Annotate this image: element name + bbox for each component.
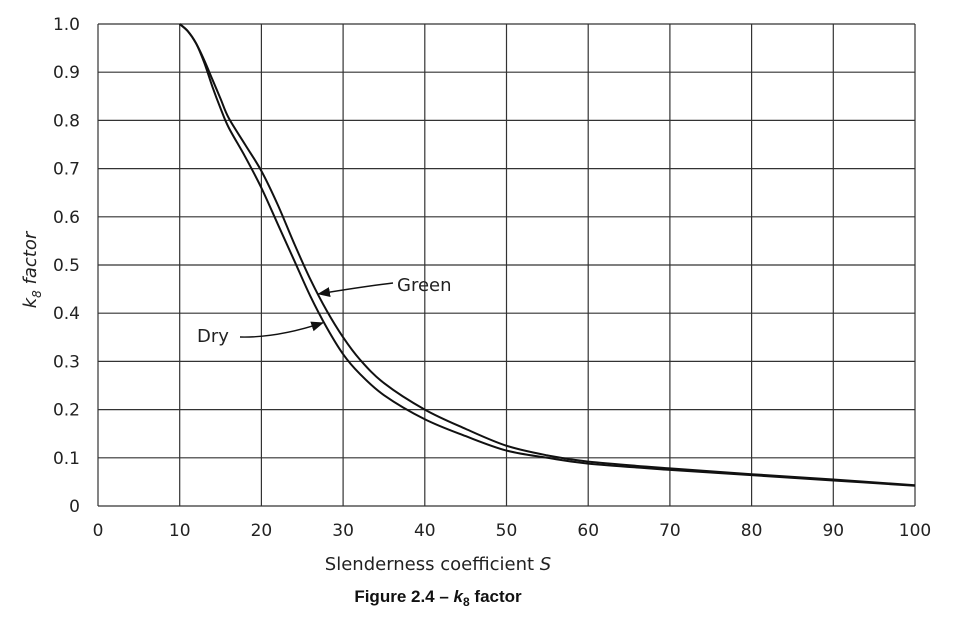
x-tick-label: 30 [332, 521, 354, 541]
caption-suffix: factor [470, 587, 522, 606]
y-axis-title-sub: 8 [30, 290, 44, 298]
x-tick-label: 40 [414, 521, 436, 541]
y-axis-title-text: factor [20, 230, 41, 290]
series-lines [179, 23, 916, 487]
x-tick-label: 20 [251, 521, 273, 541]
y-tick-label: 0.8 [53, 111, 80, 131]
caption-prefix: Figure 2.4 – [354, 587, 453, 606]
y-tick-label: 0.7 [53, 160, 80, 180]
y-tick-label: 0 [69, 497, 80, 517]
x-tick-label: 90 [822, 521, 844, 541]
y-tick-label: 0.4 [53, 304, 80, 324]
annotation-label-dry: Dry [197, 326, 229, 347]
x-tick-label: 50 [496, 521, 518, 541]
series-line-green [179, 23, 916, 487]
y-tick-label: 0.1 [53, 449, 80, 469]
y-tick-label: 0.2 [53, 401, 80, 421]
annotation-leader-dry [239, 321, 324, 338]
y-tick-label: 1.0 [53, 15, 80, 35]
caption-k: k [454, 587, 465, 606]
x-tick-label: 80 [741, 521, 763, 541]
x-tick-label: 100 [899, 521, 931, 541]
y-axis-title-k: k [20, 296, 41, 308]
y-tick-label: 0.5 [53, 256, 80, 276]
annotations: Green Dry [197, 275, 452, 347]
y-tick-label: 0.9 [53, 63, 80, 83]
x-tick-label: 70 [659, 521, 681, 541]
y-tick-label: 0.6 [53, 208, 80, 228]
y-tick-label: 0.3 [53, 352, 80, 372]
x-tick-label: 60 [577, 521, 599, 541]
y-axis-title: k8 factor [20, 230, 44, 308]
series-line-dry [179, 23, 916, 487]
figure-caption: Figure 2.4 – k8 factor [354, 587, 522, 609]
annotation-label-green: Green [397, 275, 452, 296]
tick-labels: 0 10 20 30 40 50 60 70 80 90 100 0 0.1 0.2 0.3 0.4 0.5 0.… [53, 15, 931, 541]
caption-sub: 8 [463, 595, 470, 609]
grid [97, 23, 916, 507]
x-tick-label: 10 [169, 521, 191, 541]
x-axis-title-text: Slenderness coefficient [325, 554, 540, 575]
annotation-leader-green [317, 282, 394, 298]
x-axis-title: Slenderness coefficient S [325, 554, 551, 575]
x-tick-label: 0 [93, 521, 104, 541]
x-axis-title-var: S [540, 554, 551, 575]
